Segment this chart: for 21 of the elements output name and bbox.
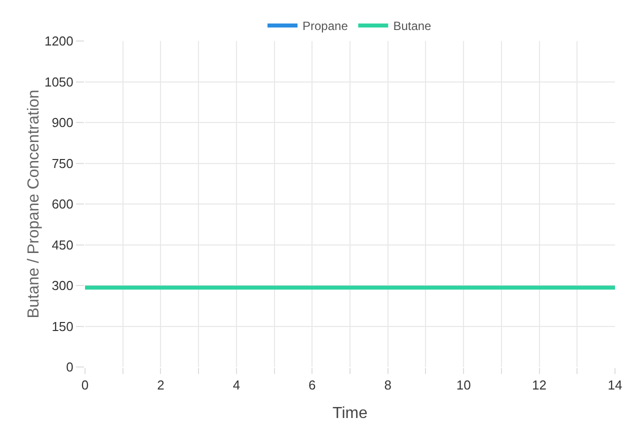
legend-label: Butane <box>393 19 432 34</box>
y-tick-label: 1050 <box>44 74 74 90</box>
x-tick-label: 10 <box>456 378 471 393</box>
y-tick-label: 450 <box>52 237 74 252</box>
y-tick-label: 150 <box>52 318 74 334</box>
x-tick-label: 6 <box>308 378 316 393</box>
x-tick-label: 8 <box>384 378 392 393</box>
legend-label: Propane <box>302 19 348 34</box>
y-tick-label: 600 <box>52 196 74 212</box>
x-tick-label: 4 <box>232 378 240 393</box>
x-tick-label: 12 <box>532 378 547 393</box>
y-tick-label: 0 <box>66 360 74 375</box>
x-tick-label: 14 <box>608 378 622 393</box>
y-tick-label: 750 <box>52 156 74 171</box>
y-tick-label: 900 <box>52 115 74 130</box>
x-axis-title: Time <box>332 405 368 422</box>
y-tick-label: 300 <box>52 278 74 294</box>
x-tick-label: 0 <box>81 378 89 393</box>
x-tick-label: 2 <box>157 378 164 393</box>
y-tick-label: 1200 <box>44 34 74 49</box>
y-axis-title: Butane / Propane Concentration <box>25 90 42 318</box>
